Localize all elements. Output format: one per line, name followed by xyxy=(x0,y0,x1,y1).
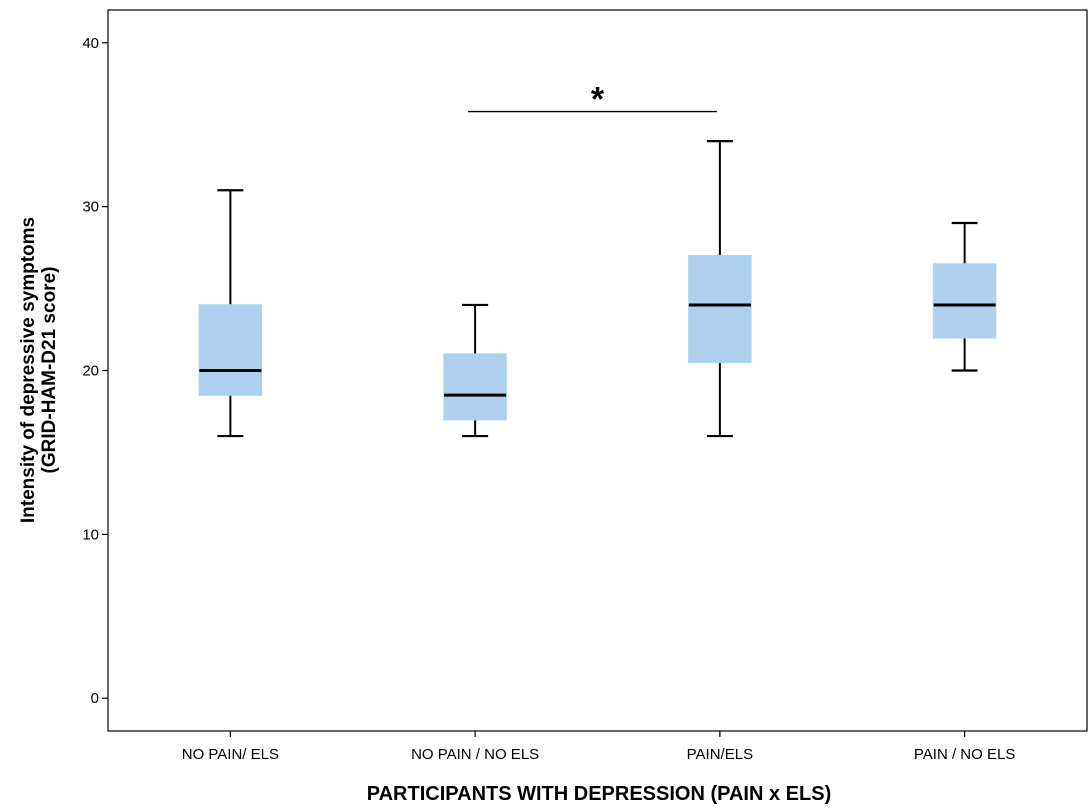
iqr-box xyxy=(198,304,263,396)
y-tick-label: 10 xyxy=(82,526,99,543)
iqr-box xyxy=(932,263,997,339)
x-axis-categories: NO PAIN/ ELS NO PAIN / NO ELS PAIN/ELS PAIN… xyxy=(182,731,1015,763)
box-3 xyxy=(688,139,752,438)
iqr-box xyxy=(443,353,507,421)
y-axis-ticks: 0 10 20 30 40 xyxy=(82,35,108,707)
y-axis-title: Intensity of depressive symptoms xyxy=(18,217,39,523)
y-axis-title-line2: (GRID-HAM-D21 score) xyxy=(39,267,60,474)
y-tick-label: 30 xyxy=(82,199,99,216)
x-tick-label: PAIN/ELS xyxy=(687,746,753,763)
x-axis-title: PARTICIPANTS WITH DEPRESSION (PAIN x ELS… xyxy=(367,783,831,805)
box-2 xyxy=(443,303,507,438)
box-1 xyxy=(198,189,263,438)
x-tick-label: NO PAIN/ ELS xyxy=(182,746,279,763)
significance-annotations: * xyxy=(468,81,717,119)
iqr-box xyxy=(688,255,752,364)
box-series xyxy=(198,139,997,438)
box-4 xyxy=(932,221,997,372)
y-tick-label: 20 xyxy=(82,363,99,380)
x-tick-label: NO PAIN / NO ELS xyxy=(411,746,539,763)
x-tick-label: PAIN / NO ELS xyxy=(914,746,1015,763)
y-tick-label: 0 xyxy=(91,690,99,707)
significance-star: * xyxy=(591,81,605,119)
y-tick-label: 40 xyxy=(82,35,99,52)
